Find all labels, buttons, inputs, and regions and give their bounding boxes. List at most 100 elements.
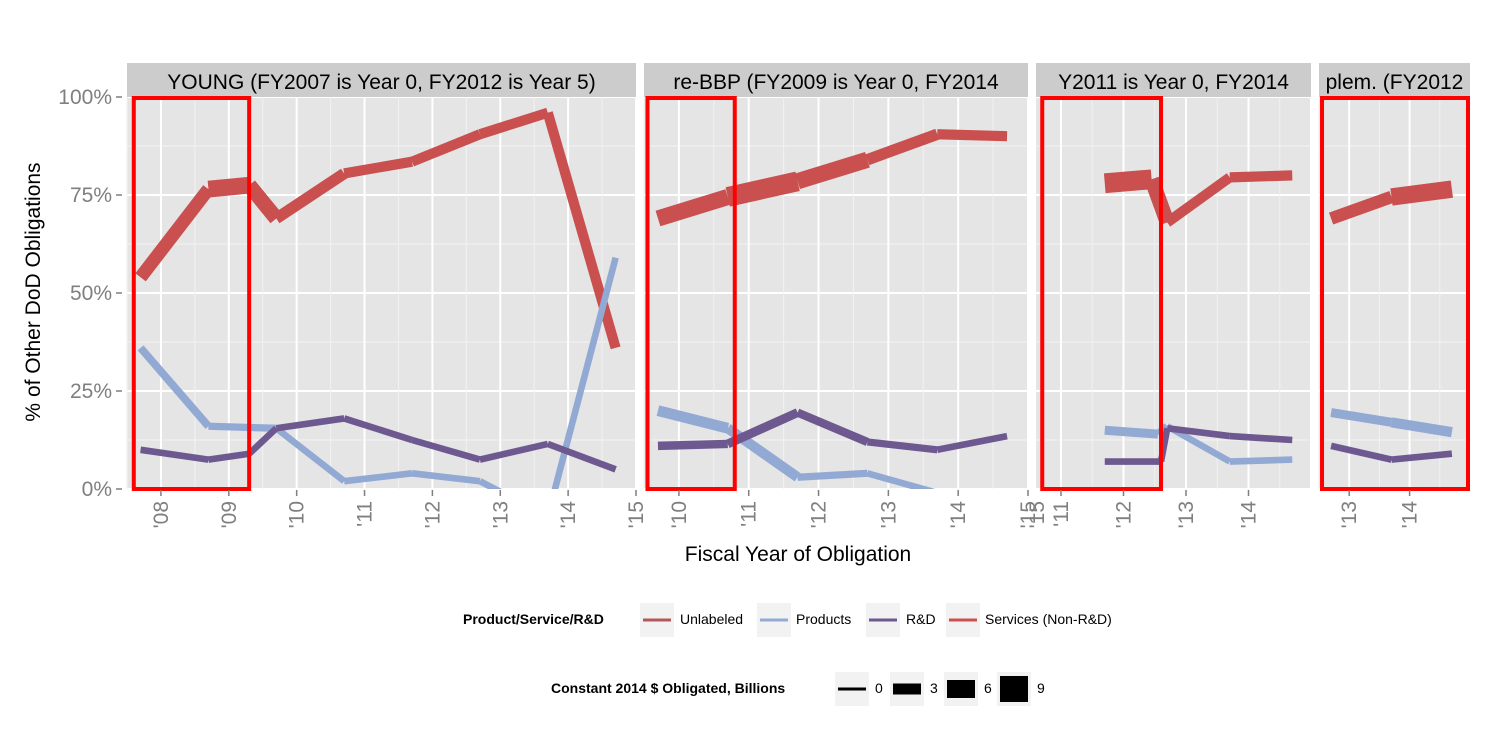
size-legend-swatch (947, 680, 975, 698)
series-segment (1166, 424, 1231, 440)
x-tick-label: '13 (489, 501, 512, 528)
x-tick-label: '08 (150, 501, 173, 528)
series-segment (866, 470, 936, 489)
x-tick-label: '15 (1026, 501, 1049, 528)
series-segment (797, 469, 868, 481)
highlight-box (1320, 96, 1471, 491)
legend-label: Services (Non-R&D) (985, 611, 1112, 627)
size-legend-label: 6 (984, 680, 992, 696)
series-segment (1229, 170, 1293, 183)
series-segment (1164, 173, 1233, 227)
series-segment (865, 128, 940, 166)
series-segment (478, 107, 550, 140)
series-line (140, 415, 617, 473)
legend-label: Products (796, 611, 851, 627)
size-legend-swatch (838, 687, 866, 691)
series-segment (343, 156, 413, 179)
highlight-box (131, 96, 252, 491)
facet-strip (1036, 63, 1311, 97)
facet-strip (127, 63, 636, 97)
series-segment (140, 446, 209, 463)
series-segment (937, 493, 1007, 497)
series-segment (207, 176, 250, 198)
x-tick-label: '12 (1113, 501, 1136, 528)
series-segment (1330, 442, 1393, 463)
x-tick-label: '14 (947, 501, 970, 529)
series-group (135, 107, 621, 489)
series-segment (725, 171, 800, 207)
series-segment (1103, 169, 1153, 194)
legend-size: Constant 2014 $ Obligated, Billions 0 3 6 9 (551, 672, 1045, 706)
series-segment (135, 185, 214, 282)
size-legend-label: 0 (875, 680, 883, 696)
series-segment (478, 478, 503, 489)
series-segment (411, 470, 481, 485)
facet-strip-label: Y2011 is Year 0, FY2014 (1058, 71, 1289, 94)
series-segment (867, 438, 938, 454)
x-axis-title: Fiscal Year of Obligation (685, 543, 911, 566)
series-segment (1328, 191, 1394, 225)
series-segment (1390, 180, 1453, 206)
panels-layer: 0% 25% 50% 75% 100% YOUNG (FY2007 is Year 0, … (58, 63, 1471, 529)
series-segment (656, 405, 730, 434)
x-tick-label: '12 (808, 501, 831, 528)
series-segment (1330, 408, 1393, 427)
x-tick-label: '11 (1050, 501, 1073, 527)
x-tick-label: '15 (625, 501, 648, 528)
facet-strip (644, 63, 1028, 97)
y-tick-label: 100% (58, 86, 112, 109)
facet-panel: re-BBP (FY2009 is Year 0, FY2014 '10 '11 '1… (643, 63, 1040, 529)
y-tick-label: 75% (70, 184, 112, 207)
series-segment (479, 440, 549, 463)
series-segment (1104, 425, 1159, 439)
series-segment (343, 415, 414, 444)
x-tick-label: '10 (286, 501, 309, 528)
series-segment (1391, 450, 1453, 463)
series-segment (937, 129, 1008, 142)
series-group (1328, 180, 1453, 463)
x-tick-label: '11 (354, 501, 377, 527)
series-group (655, 128, 1008, 497)
facet-strip-label: YOUNG (FY2007 is Year 0, FY2012 is Year … (167, 71, 595, 94)
x-tick-label: '13 (1338, 501, 1361, 528)
series-segment (657, 439, 728, 451)
series-segment (411, 436, 481, 463)
size-legend-label: 9 (1037, 680, 1045, 696)
facet-panel: Y2011 is Year 0, FY2014 '11 '12 '13 '14 '15 (1026, 63, 1312, 529)
series-segment (137, 345, 212, 429)
legend-label: Unlabeled (680, 611, 743, 627)
legend-color-title: Product/Service/R&D (463, 611, 604, 627)
series-segment (546, 440, 617, 473)
x-tick-label: '14 (1238, 501, 1261, 529)
size-legend-swatch (893, 683, 921, 695)
x-tick-label: '11 (738, 501, 761, 527)
series-segment (1390, 417, 1453, 438)
x-tick-label: '13 (1175, 501, 1198, 528)
x-tick-label: '14 (1399, 501, 1422, 529)
y-axis-title: % of Other DoD Obligations (22, 162, 45, 421)
series-line (657, 408, 1008, 454)
series-segment (551, 256, 619, 489)
series-segment (725, 408, 800, 449)
highlight-box (645, 96, 737, 491)
series-line (655, 128, 1008, 227)
x-tick-label: '13 (877, 501, 900, 528)
series-segment (795, 151, 870, 190)
series-line (137, 256, 619, 489)
series-segment (1229, 432, 1293, 444)
x-tick-label: '14 (557, 501, 580, 529)
series-segment (274, 425, 347, 484)
y-tick-label: 25% (70, 380, 112, 403)
series-segment (410, 129, 482, 167)
facet-strip-label: plem. (FY2012 (1326, 71, 1464, 94)
series-segment (275, 415, 345, 432)
highlight-box (1040, 96, 1163, 491)
legend-label: R&D (906, 611, 936, 627)
facet-strip (1319, 63, 1470, 97)
y-tick-label: 50% (70, 282, 112, 305)
series-line (1103, 169, 1293, 227)
series-segment (795, 408, 870, 446)
series-group (1103, 169, 1293, 465)
